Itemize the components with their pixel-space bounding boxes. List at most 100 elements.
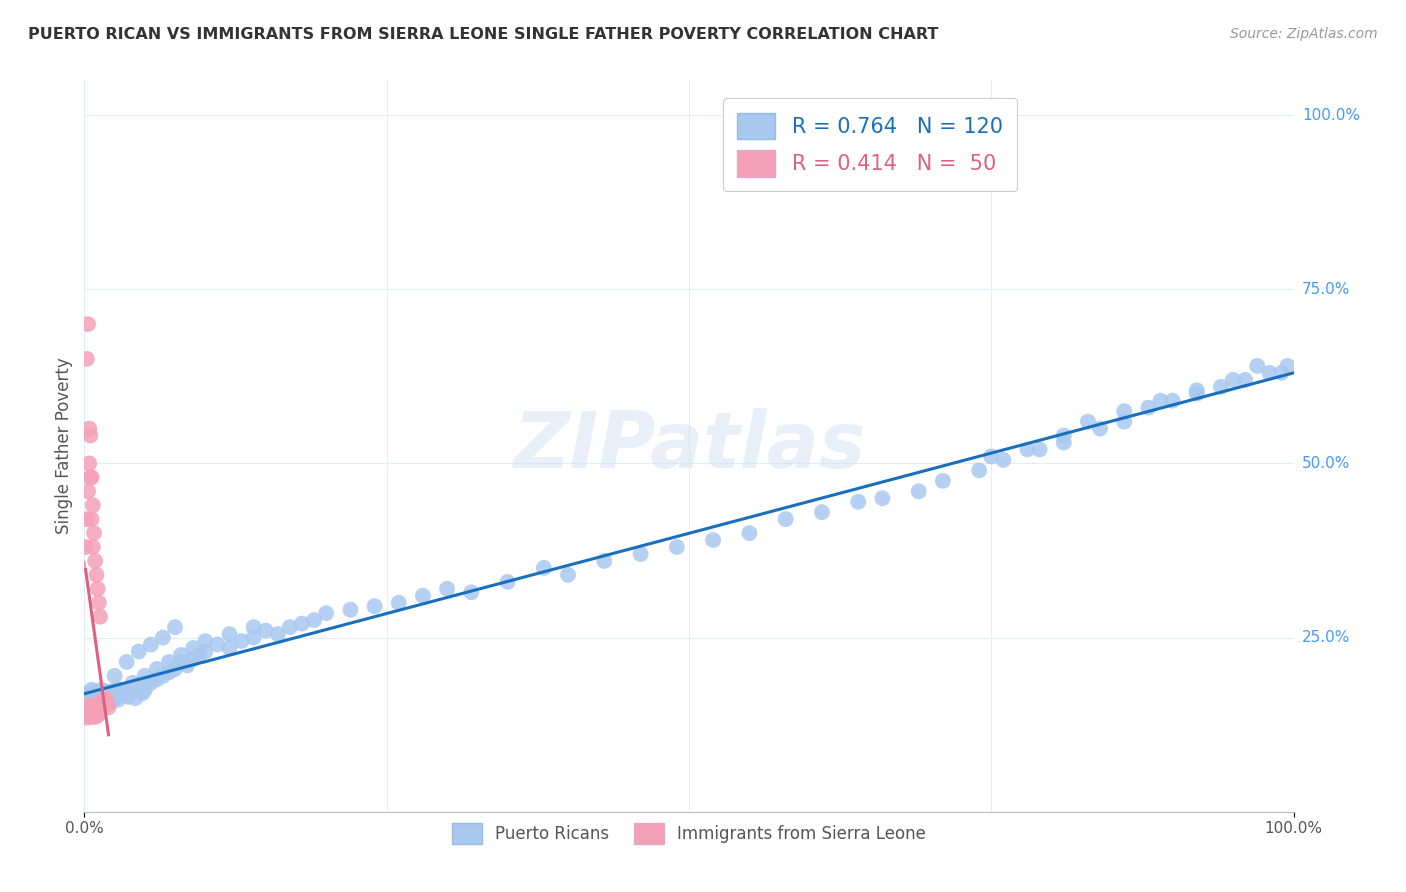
Point: [87, 697, 110, 711]
Point: [1234, 373, 1257, 387]
Point: [93, 688, 115, 702]
Point: [315, 606, 337, 620]
Point: [91, 693, 114, 707]
Point: [77, 701, 100, 715]
Point: [79, 428, 101, 442]
Point: [82, 540, 104, 554]
Point: [94, 695, 117, 709]
Point: [86, 693, 108, 707]
Point: [94, 693, 117, 707]
Point: [89, 701, 111, 715]
Point: [194, 634, 217, 648]
Point: [1114, 404, 1136, 418]
Point: [170, 648, 193, 662]
Point: [218, 640, 240, 655]
Point: [181, 640, 204, 655]
Point: [82, 498, 104, 512]
Point: [1185, 386, 1208, 401]
Point: [112, 688, 135, 702]
Point: [738, 526, 761, 541]
Point: [152, 669, 174, 683]
Point: [79, 470, 101, 484]
Point: [79, 710, 101, 724]
Point: [97, 700, 120, 714]
Point: [77, 317, 100, 331]
Point: [94, 684, 117, 698]
Point: [77, 690, 100, 704]
Point: [77, 698, 100, 713]
Point: [363, 599, 385, 614]
Point: [86, 701, 108, 715]
Text: Source: ZipAtlas.com: Source: ZipAtlas.com: [1230, 27, 1378, 41]
Point: [87, 686, 110, 700]
Point: [1053, 428, 1076, 442]
Point: [120, 686, 142, 700]
Point: [181, 651, 204, 665]
Point: [846, 494, 869, 508]
Point: [107, 692, 129, 706]
Point: [79, 697, 101, 711]
Point: [1053, 435, 1076, 450]
Point: [460, 585, 482, 599]
Point: [242, 620, 264, 634]
Point: [139, 676, 162, 690]
Point: [1185, 384, 1208, 398]
Point: [993, 453, 1015, 467]
Point: [86, 582, 108, 596]
Point: [86, 695, 108, 709]
Point: [77, 706, 100, 720]
Point: [79, 703, 101, 717]
Point: [254, 624, 277, 638]
Point: [231, 634, 253, 648]
Point: [302, 613, 325, 627]
Point: [77, 708, 100, 723]
Point: [980, 450, 1002, 464]
Text: 75.0%: 75.0%: [1302, 282, 1350, 297]
Point: [1246, 359, 1268, 373]
Point: [242, 631, 264, 645]
Point: [114, 685, 136, 699]
Point: [84, 554, 107, 568]
Point: [593, 554, 616, 568]
Point: [82, 708, 104, 723]
Point: [77, 686, 100, 700]
Point: [702, 533, 724, 547]
Point: [1270, 366, 1292, 380]
Point: [291, 616, 314, 631]
Point: [278, 620, 301, 634]
Point: [121, 676, 143, 690]
Point: [101, 695, 124, 709]
Point: [775, 512, 797, 526]
Point: [77, 457, 100, 471]
Legend: Puerto Ricans, Immigrants from Sierra Leone: Puerto Ricans, Immigrants from Sierra Le…: [444, 816, 934, 851]
Point: [80, 682, 103, 697]
Point: [1017, 442, 1039, 457]
Point: [90, 682, 112, 697]
Point: [80, 470, 103, 484]
Point: [80, 700, 103, 714]
Text: 50.0%: 50.0%: [1302, 456, 1350, 471]
Point: [207, 638, 229, 652]
Point: [91, 691, 114, 706]
Point: [98, 690, 121, 705]
Point: [75, 540, 97, 554]
Point: [104, 689, 127, 703]
Point: [131, 686, 153, 700]
Point: [104, 669, 127, 683]
Text: ZIPatlas: ZIPatlas: [513, 408, 865, 484]
Point: [76, 711, 98, 725]
Point: [128, 679, 150, 693]
Point: [124, 691, 146, 706]
Point: [86, 691, 108, 706]
Point: [152, 631, 174, 645]
Point: [89, 690, 111, 704]
Point: [1161, 393, 1184, 408]
Text: PUERTO RICAN VS IMMIGRANTS FROM SIERRA LEONE SINGLE FATHER POVERTY CORRELATION C: PUERTO RICAN VS IMMIGRANTS FROM SIERRA L…: [28, 27, 938, 42]
Point: [1209, 380, 1232, 394]
Point: [165, 662, 187, 676]
Point: [84, 685, 107, 699]
Point: [83, 706, 105, 720]
Point: [84, 710, 107, 724]
Point: [412, 589, 434, 603]
Point: [630, 547, 652, 561]
